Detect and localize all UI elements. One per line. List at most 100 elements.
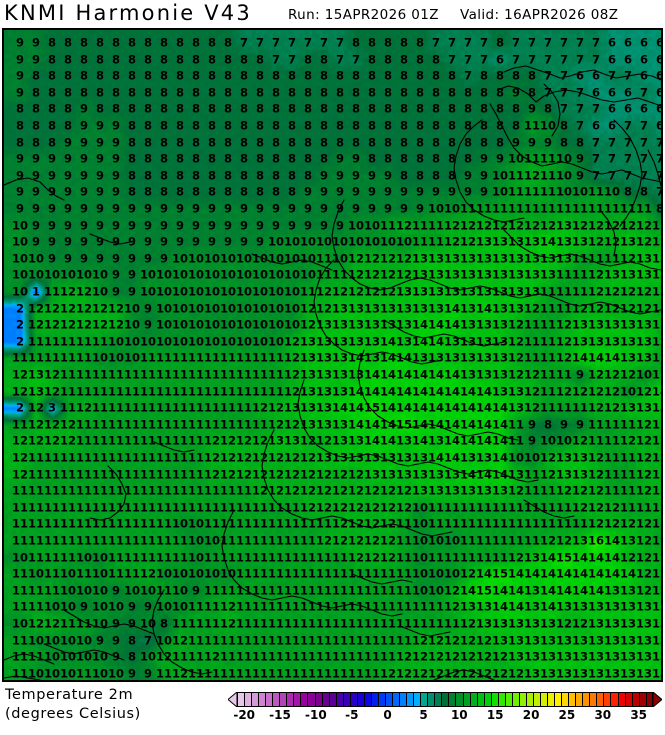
grid-value: 11 [523, 350, 541, 365]
grid-value: 9 [95, 134, 105, 149]
grid-value: 12 [283, 417, 301, 432]
grid-value: 9 [143, 300, 153, 315]
colorbar-cell [497, 692, 505, 707]
grid-value: 12 [235, 466, 253, 481]
grid-value: 8 [31, 134, 41, 149]
grid-value: 13 [587, 334, 605, 349]
grid-value: 9 [63, 217, 73, 232]
grid-value: 8 [351, 134, 361, 149]
coastline-path [433, 669, 495, 680]
grid-value: 12 [203, 433, 221, 448]
grid-value: 10 [491, 184, 509, 199]
grid-value: 8 [351, 118, 361, 133]
grid-value: 11 [123, 450, 141, 465]
grid-value: 10 [11, 549, 29, 564]
colorbar-cell [370, 692, 378, 707]
grid-value: 9 [95, 217, 105, 232]
grid-value: 12 [267, 400, 285, 415]
grid-value: 11 [523, 516, 541, 531]
grid-value: 12 [283, 350, 301, 365]
grid-value: 13 [651, 251, 661, 266]
grid-value: 12 [171, 666, 189, 680]
grid-value: 13 [603, 616, 621, 631]
grid-value: 11 [91, 483, 109, 498]
grid-value: 14 [379, 367, 397, 382]
grid-value: 11 [27, 516, 45, 531]
grid-value: 8 [399, 51, 409, 66]
colorbar[interactable]: -20 -15 -10 -5 0 5 10 15 20 25 30 35 [228, 692, 662, 724]
grid-value: 13 [459, 267, 477, 282]
grid-value: 12 [59, 317, 77, 332]
grid-value: 12 [555, 533, 573, 548]
grid-value: 11 [507, 184, 525, 199]
grid-value: 11 [235, 583, 253, 598]
grid-value: 12 [571, 500, 589, 515]
grid-value: 13 [459, 367, 477, 382]
grid-value: 11 [299, 516, 317, 531]
grid-value: 11 [459, 500, 477, 515]
grid-value: 8 [175, 118, 185, 133]
grid-value: 9 [31, 168, 41, 183]
grid-value: 10 [139, 334, 157, 349]
colorbar-cell [554, 692, 562, 707]
grid-value: 11 [283, 566, 301, 581]
grid-value: 13 [283, 433, 301, 448]
grid-value: 14 [363, 383, 381, 398]
grid-value: 11 [75, 367, 93, 382]
grid-value: 8 [415, 35, 425, 50]
grid-value: 8 [431, 168, 441, 183]
grid-value: 12 [219, 616, 237, 631]
grid-value: 12 [443, 649, 461, 664]
colorbar-cell [392, 692, 400, 707]
grid-value: 12 [587, 400, 605, 415]
grid-value: 10 [427, 566, 445, 581]
grid-value: 11 [91, 516, 109, 531]
grid-value: 11 [27, 500, 45, 515]
grid-value: 10 [203, 334, 221, 349]
grid-value: 11 [539, 483, 557, 498]
grid-value: 10 [171, 251, 189, 266]
grid-value: 8 [95, 51, 105, 66]
grid-value: 11 [219, 383, 237, 398]
grid-value: 10 [43, 666, 61, 680]
colorbar-left-arrow [228, 692, 237, 707]
grid-value: 9 [47, 234, 57, 249]
grid-value: 11 [315, 549, 333, 564]
grid-value: 8 [223, 184, 233, 199]
grid-value: 11 [59, 367, 77, 382]
grid-value: 11 [395, 616, 413, 631]
grid-value: 8 [47, 101, 57, 116]
grid-value: 13 [603, 666, 621, 680]
grid-value: 11 [11, 516, 29, 531]
grid-value: 13 [555, 234, 573, 249]
grid-value: 9 [111, 267, 121, 282]
grid-value: 10 [427, 201, 445, 216]
grid-value: 11 [171, 417, 189, 432]
grid-value: 12 [443, 666, 461, 680]
grid-value: 11 [251, 666, 269, 680]
grid-value: 7 [271, 51, 281, 66]
grid-value: 9 [143, 234, 153, 249]
grid-value: 8 [63, 118, 73, 133]
grid-value: 8 [239, 168, 249, 183]
grid-value: 8 [255, 184, 265, 199]
grid-value: 14 [411, 334, 429, 349]
grid-value: 11 [107, 383, 125, 398]
grid-value: 8 [127, 51, 137, 66]
grid-value: 13 [635, 317, 653, 332]
grid-value: 15 [395, 417, 413, 432]
grid-value: 12 [219, 433, 237, 448]
grid-value: 14 [603, 549, 621, 564]
grid-value: 9 [575, 168, 585, 183]
grid-value: 8 [575, 134, 585, 149]
grid-value: 13 [395, 466, 413, 481]
grid-value: 11 [59, 334, 77, 349]
grid-value: 8 [207, 85, 217, 100]
grid-value: 7 [447, 51, 457, 66]
grid-value: 7 [143, 632, 153, 647]
grid-value: 9 [383, 184, 393, 199]
grid-value: 11 [11, 583, 29, 598]
grid-value: 12 [11, 367, 29, 382]
grid-value: 11 [171, 367, 189, 382]
